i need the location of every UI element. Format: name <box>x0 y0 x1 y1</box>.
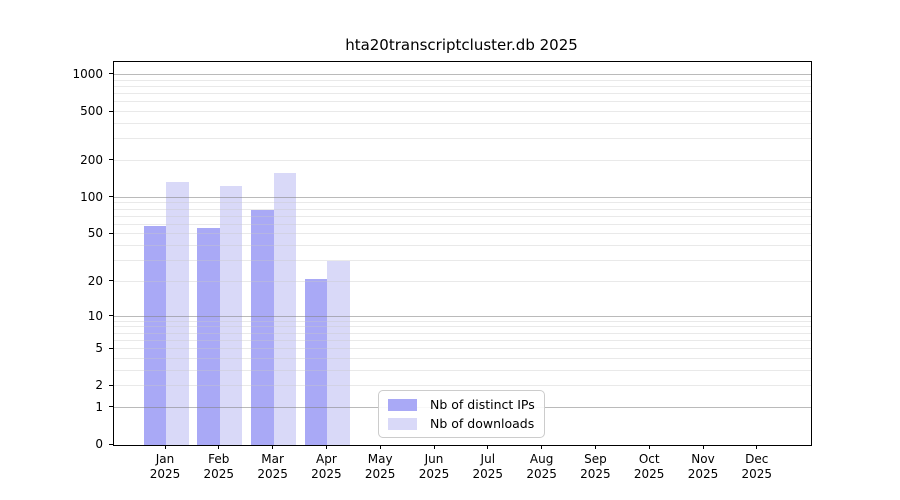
legend-label-downloads: Nb of downloads <box>430 416 535 431</box>
x-tick-label-jan: Jan 2025 <box>149 452 181 481</box>
y-tick-2 <box>109 384 113 386</box>
x-tick-jun <box>433 445 435 449</box>
y-tick-0 <box>109 443 113 445</box>
gridline-3 <box>114 369 811 371</box>
y-tick-500 <box>109 110 113 112</box>
bar-downloads-apr <box>327 261 350 445</box>
x-tick-mar <box>272 445 274 449</box>
gridline-30 <box>114 260 811 262</box>
y-tick-label-50: 50 <box>87 226 103 241</box>
x-tick-label-apr: Apr 2025 <box>311 452 342 481</box>
gridline-5 <box>114 348 811 349</box>
x-tick-oct <box>648 445 650 449</box>
gridline-500 <box>114 111 811 112</box>
gridline-50 <box>114 233 811 235</box>
plot-area <box>113 61 812 446</box>
gridline-900 <box>114 79 811 81</box>
x-tick-sep <box>594 445 596 449</box>
y-tick-1 <box>109 406 113 408</box>
bar-downloads-mar <box>273 172 297 445</box>
y-tick-label-0: 0 <box>95 437 103 451</box>
x-tick-label-jul: Jul 2025 <box>472 452 504 481</box>
gridline-700 <box>114 93 811 94</box>
gridline-400 <box>114 122 811 124</box>
y-tick-label-2: 2 <box>95 378 103 393</box>
x-tick-label-sep: Sep 2025 <box>580 452 611 481</box>
y-tick-label-20: 20 <box>87 273 103 288</box>
y-tick-1000 <box>109 73 113 75</box>
gridline-6 <box>114 339 811 341</box>
gridline-2 <box>114 385 811 387</box>
gridline-300 <box>114 138 811 140</box>
x-tick-may <box>379 445 381 449</box>
gridline-10 <box>114 315 811 317</box>
gridline-40 <box>114 245 811 247</box>
gridline-100 <box>114 196 811 198</box>
y-tick-label-1: 1 <box>95 399 103 414</box>
bar-distinct-ips-apr <box>304 279 328 445</box>
y-tick-5 <box>109 347 113 349</box>
legend-item-distinct-ips: Nb of distinct IPs <box>388 397 535 413</box>
x-tick-aug <box>541 445 543 449</box>
gridline-1000 <box>114 73 811 75</box>
gridline-800 <box>114 85 811 87</box>
y-tick-label-500: 500 <box>80 104 103 118</box>
gridline-9 <box>114 320 811 322</box>
y-tick-label-200: 200 <box>80 152 103 167</box>
x-tick-label-feb: Feb 2025 <box>203 452 235 481</box>
x-tick-label-aug: Aug 2025 <box>526 452 557 481</box>
y-tick-50 <box>109 232 113 234</box>
y-tick-label-100: 100 <box>80 189 103 204</box>
gridline-200 <box>114 159 811 161</box>
bar-distinct-ips-mar <box>251 209 274 445</box>
y-tick-20 <box>109 280 113 282</box>
gridline-4 <box>114 357 811 359</box>
y-tick-label-5: 5 <box>95 341 103 355</box>
y-tick-label-1000: 1000 <box>72 66 103 81</box>
x-tick-dec <box>756 445 758 449</box>
legend-item-downloads: Nb of downloads <box>388 416 535 432</box>
chart-title: hta20transcriptcluster.db 2025 <box>345 36 578 54</box>
y-tick-label-10: 10 <box>87 308 103 323</box>
gridline-600 <box>114 101 811 103</box>
gridline-20 <box>114 280 811 282</box>
legend: Nb of distinct IPs Nb of downloads <box>378 390 545 438</box>
x-tick-apr <box>325 445 327 449</box>
gridline-90 <box>114 202 811 204</box>
x-tick-label-jun: Jun 2025 <box>418 452 450 481</box>
x-tick-label-nov: Nov 2025 <box>687 452 719 481</box>
x-tick-label-may: May 2025 <box>364 452 396 481</box>
legend-swatch-distinct-ips <box>388 399 417 411</box>
x-tick-label-mar: Mar 2025 <box>257 452 288 481</box>
gridline-70 <box>114 215 811 217</box>
gridline-7 <box>114 332 811 334</box>
legend-label-distinct-ips: Nb of distinct IPs <box>430 397 535 412</box>
x-tick-label-dec: Dec 2025 <box>741 452 773 481</box>
y-tick-200 <box>109 159 113 161</box>
gridline-80 <box>114 208 811 210</box>
y-tick-10 <box>109 315 113 317</box>
bar-downloads-jan <box>166 182 189 445</box>
x-tick-feb <box>218 445 220 449</box>
x-tick-jul <box>487 445 489 449</box>
bar-distinct-ips-jan <box>143 225 166 445</box>
gridline-60 <box>114 223 811 225</box>
legend-swatch-downloads <box>388 418 417 430</box>
bar-distinct-ips-feb <box>197 227 220 445</box>
x-tick-nov <box>702 445 704 449</box>
gridline-8 <box>114 326 811 328</box>
x-tick-label-oct: Oct 2025 <box>633 452 665 481</box>
y-tick-100 <box>109 196 113 198</box>
x-tick-jan <box>164 445 166 449</box>
